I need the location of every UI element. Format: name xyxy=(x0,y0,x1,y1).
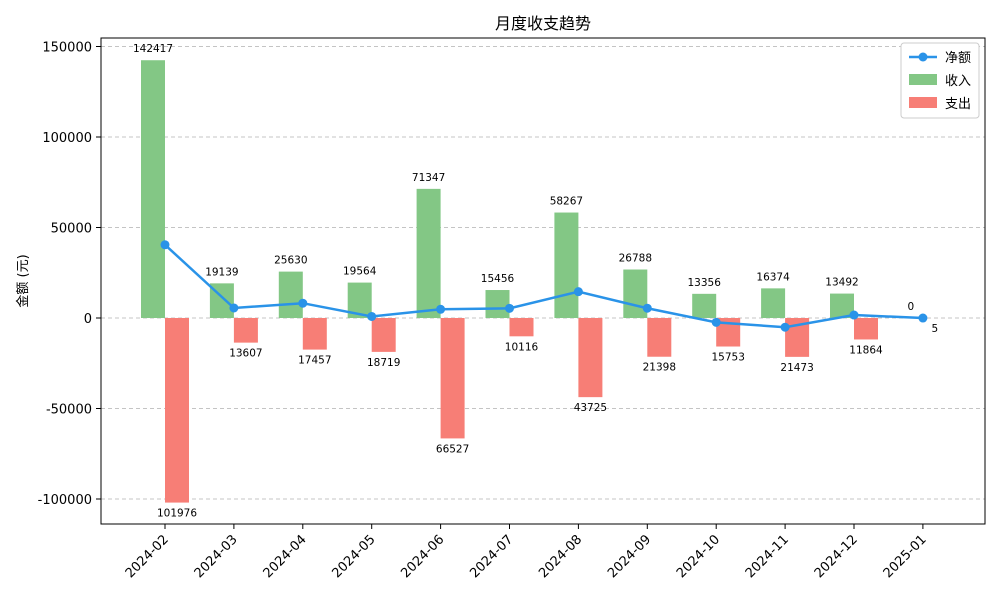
income-value-label: 19139 xyxy=(205,266,238,278)
expense-value-label: 18719 xyxy=(367,357,400,369)
income-bar xyxy=(692,293,717,318)
expense-bar xyxy=(578,318,603,398)
income-value-label: 19564 xyxy=(343,266,377,278)
legend-label: 收入 xyxy=(945,74,971,89)
income-bar xyxy=(485,290,510,318)
income-bar xyxy=(761,288,786,318)
expense-value-label: 13607 xyxy=(229,348,262,360)
bar-layer xyxy=(141,60,947,503)
data-label-layer: 142417 101976 19139 13607 25630 17457 19564 187… xyxy=(133,43,938,519)
income-value-label: 0 xyxy=(908,301,915,313)
expense-value-label: 15753 xyxy=(711,352,744,364)
income-bar xyxy=(278,271,303,318)
expense-bar xyxy=(854,318,878,340)
income-value-label: 25630 xyxy=(274,255,307,267)
net-point xyxy=(436,304,446,314)
expense-bar xyxy=(371,318,396,352)
legend-bar-swatch xyxy=(909,97,937,108)
income-value-label: 26788 xyxy=(619,253,652,265)
expense-bar xyxy=(165,318,189,503)
expense-value-label: 101976 xyxy=(157,508,197,520)
net-line-layer xyxy=(160,240,928,332)
net-line xyxy=(164,243,923,329)
net-point xyxy=(918,313,928,323)
net-point xyxy=(229,303,239,313)
net-point xyxy=(298,298,308,308)
y-tick-label: 100000 xyxy=(42,131,92,146)
legend-label: 支出 xyxy=(945,97,971,112)
expense-value-label: 21473 xyxy=(780,362,813,374)
expense-bar xyxy=(302,318,327,350)
net-point xyxy=(780,322,790,332)
legend-label: 净额 xyxy=(945,51,971,66)
y-axis-title: 金额 (元) xyxy=(15,254,31,307)
income-value-label: 13492 xyxy=(825,277,858,289)
income-value-label: 142417 xyxy=(133,43,173,55)
net-point xyxy=(711,317,721,327)
income-value-label: 58267 xyxy=(550,196,583,208)
net-point xyxy=(642,303,652,313)
income-bar xyxy=(416,188,441,318)
expense-value-label: 11864 xyxy=(849,344,883,356)
y-tick-label: -100000 xyxy=(38,493,92,508)
income-bar xyxy=(554,212,579,318)
net-point xyxy=(367,311,377,321)
y-tick-label: 0 xyxy=(84,312,92,327)
y-tick-label: 50000 xyxy=(51,222,92,237)
income-value-label: 15456 xyxy=(481,273,515,285)
expense-bar xyxy=(647,318,672,357)
net-point xyxy=(849,310,859,320)
legend-bar-swatch xyxy=(909,74,937,85)
y-tick-label: -50000 xyxy=(46,403,92,418)
net-point xyxy=(573,287,583,297)
expense-bar xyxy=(233,318,258,343)
net-point xyxy=(160,240,170,250)
expense-bar xyxy=(440,318,465,439)
chart-title: 月度收支趋势 xyxy=(495,14,591,33)
expense-value-label: 21398 xyxy=(643,362,676,374)
expense-value-label: 10116 xyxy=(505,341,539,353)
income-value-label: 16374 xyxy=(756,271,790,283)
net-point xyxy=(505,303,514,313)
plot-frame xyxy=(100,37,986,525)
income-value-label: 71347 xyxy=(412,172,445,184)
expense-value-label: 17457 xyxy=(298,355,331,367)
expense-value-label: 43725 xyxy=(574,402,607,414)
income-value-label: 13356 xyxy=(687,277,721,289)
legend-point-swatch xyxy=(918,52,928,62)
y-tick-label: 150000 xyxy=(42,41,92,56)
income-bar xyxy=(141,60,165,319)
expense-bar xyxy=(509,318,534,337)
expense-value-label: 66527 xyxy=(436,443,469,455)
expense-value-label: 5 xyxy=(932,323,939,335)
